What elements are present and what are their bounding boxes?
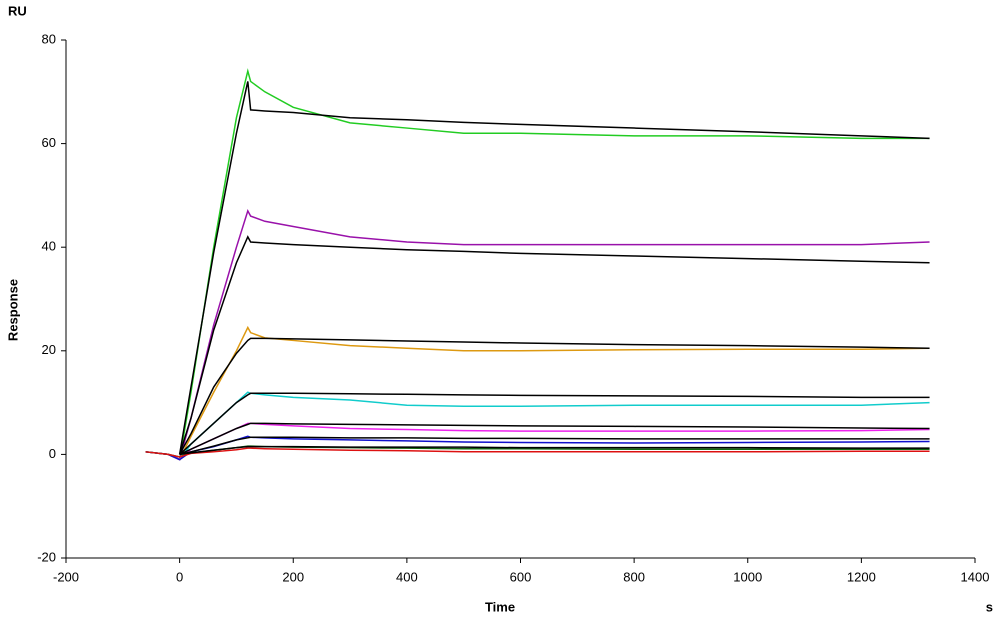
y-tick-label: 40 (42, 239, 56, 254)
x-tick-label: 1200 (847, 569, 876, 584)
x-tick-label: 1000 (733, 569, 762, 584)
x-tick-label: 200 (282, 569, 304, 584)
series-line (178, 81, 930, 455)
series-line (179, 436, 930, 456)
y-tick-label: 20 (42, 342, 56, 357)
x-tick-label: 800 (623, 569, 645, 584)
x-tick-label: 1400 (961, 569, 990, 584)
series-line (145, 447, 930, 458)
series-line (179, 445, 930, 456)
x-tick-label: 400 (396, 569, 418, 584)
y-tick-label: 80 (42, 31, 56, 46)
y-tick-label: -20 (37, 549, 56, 564)
x-tick-label: -200 (53, 569, 79, 584)
x-axis-label: Time (485, 599, 515, 614)
y-tick-label: 0 (49, 446, 56, 461)
series-line (179, 422, 930, 456)
x-tick-label: 600 (510, 569, 532, 584)
series-line (179, 392, 930, 455)
x-unit: s (986, 599, 993, 614)
y-unit: RU (8, 3, 27, 18)
y-tick-label: 60 (42, 135, 56, 150)
x-tick-label: 0 (176, 569, 183, 584)
series-line (145, 209, 930, 461)
series-line (178, 235, 930, 455)
series-line (178, 337, 930, 455)
series-line (145, 422, 930, 461)
y-axis-label: Response (5, 279, 20, 341)
series-line (145, 68, 930, 461)
